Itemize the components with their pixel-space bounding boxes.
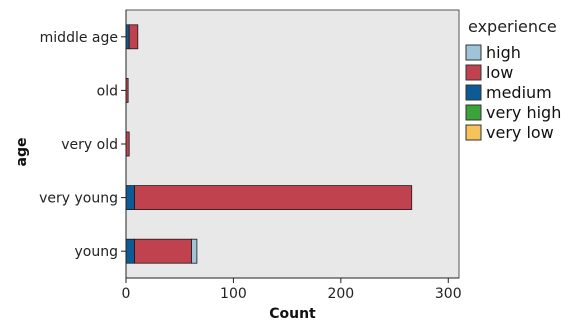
y-tick-label: old <box>97 83 118 99</box>
bar-very-young-low <box>134 185 413 211</box>
legend-title: experience <box>468 17 557 36</box>
bar-middle-age-low <box>128 24 139 50</box>
legend-item-low: low <box>465 63 513 82</box>
legend-item-medium: medium <box>465 83 552 102</box>
bar-young-low <box>134 238 192 264</box>
x-tick-label: 0 <box>122 286 131 302</box>
plot-area <box>125 9 460 279</box>
legend-swatch <box>465 64 482 81</box>
y-tick-label: very old <box>61 137 118 153</box>
legend-item-very-high: very high <box>465 103 561 122</box>
legend-label: very low <box>486 123 554 142</box>
legend-swatch <box>465 124 482 141</box>
bar-young-high <box>191 238 198 264</box>
x-tick-label: 100 <box>220 286 247 302</box>
x-axis-title: Count <box>269 306 316 322</box>
y-tick-label: young <box>75 244 118 260</box>
axes: middle age old very old very young young 0 100… <box>14 10 462 322</box>
legend-swatch <box>465 104 482 121</box>
x-tick-label: 300 <box>435 286 462 302</box>
y-tick-label: very young <box>39 191 118 207</box>
y-axis-title: age <box>14 138 30 167</box>
legend-label: medium <box>486 83 552 102</box>
bar-young-medium <box>125 238 135 264</box>
legend-label: high <box>486 43 521 62</box>
y-tick-label: middle age <box>40 30 118 46</box>
legend-swatch <box>465 44 482 61</box>
legend-label: low <box>486 63 513 82</box>
bar-very-young-medium <box>125 185 135 211</box>
legend-item-very-low: very low <box>465 123 554 142</box>
x-tick-label: 200 <box>327 286 354 302</box>
legend-label: very high <box>486 103 561 122</box>
legend-item-high: high <box>465 43 521 62</box>
legend-swatch <box>465 84 482 101</box>
plot-background <box>125 9 460 279</box>
